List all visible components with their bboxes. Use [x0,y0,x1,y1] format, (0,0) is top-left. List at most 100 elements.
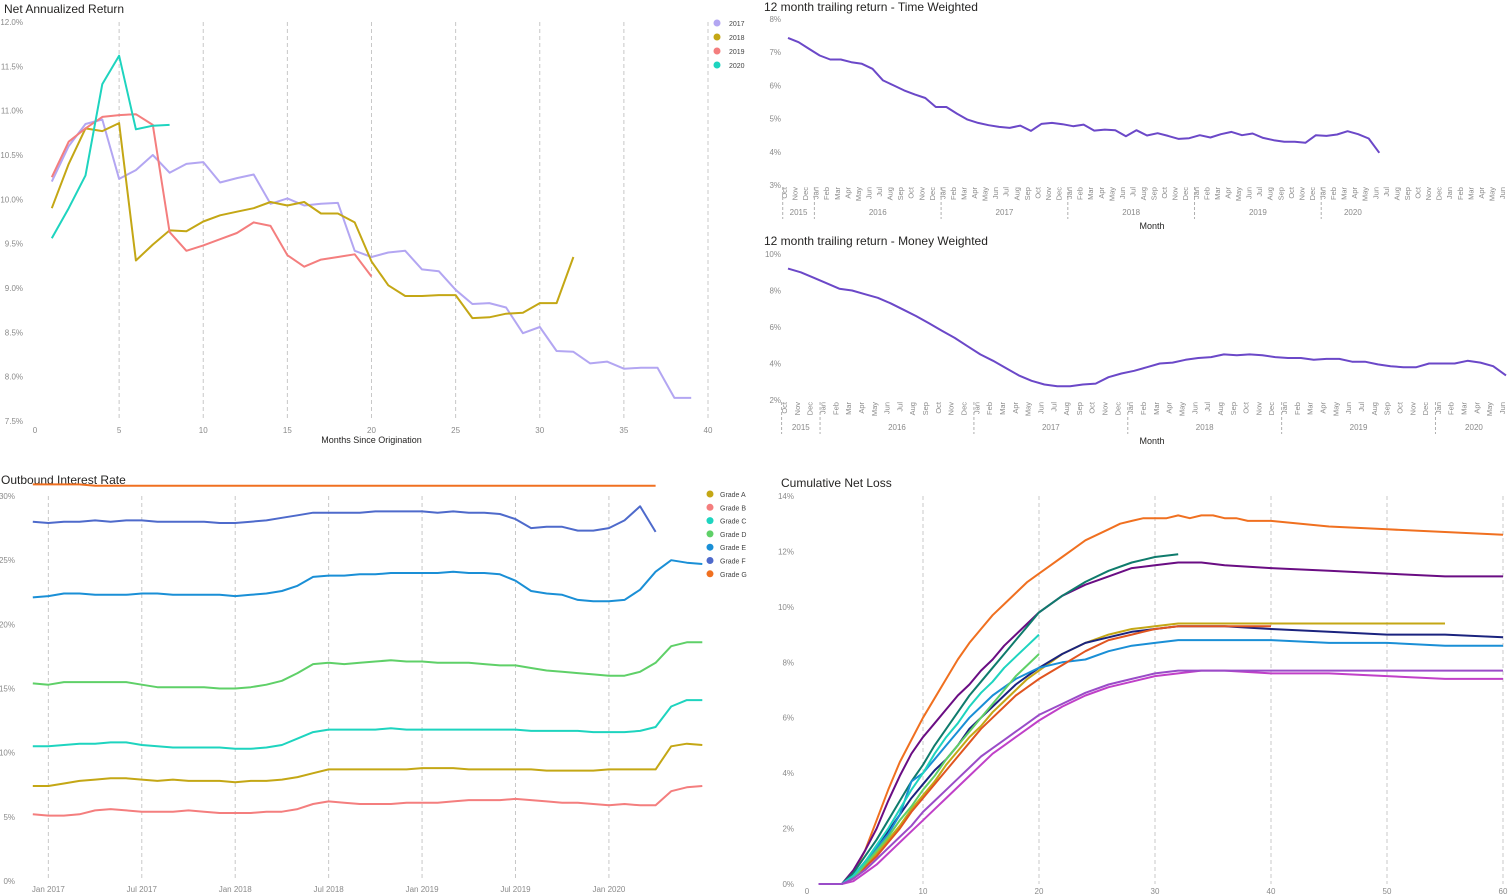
x-tick-label: Jan 2020 [592,885,625,894]
y-tick-label: 7% [769,48,781,57]
legend-label: Grade A [720,492,746,499]
month-tick-label: Oct [934,401,943,414]
money-weighted-panel: 12 month trailing return - Money Weighte… [760,234,1509,448]
legend-marker [706,490,714,498]
month-tick-label: Feb [822,187,831,200]
y-tick-label: 12% [778,547,794,556]
month-tick-label: Jul [1203,402,1212,412]
legend-marker [706,517,714,525]
month-tick-label: May [1024,402,1033,416]
month-tick-label: Oct [780,186,789,199]
month-tick-label: Aug [1139,187,1148,200]
legend-marker [706,570,714,578]
month-tick-label: Oct [1033,186,1042,199]
year-label: 2019 [1249,208,1267,217]
month-tick-label: Jan [1192,187,1201,199]
month-tick-label: Jun [883,402,892,414]
month-tick-label: Jul [1357,402,1366,412]
month-tick-label: Sep [1023,187,1032,200]
year-label: 2015 [790,208,808,217]
series-line-7 [818,653,1040,885]
month-tick-label: Dec [1421,402,1430,416]
month-tick-label: Jul [1049,402,1058,412]
month-tick-label: May [1331,402,1340,416]
y-tick-label: 6% [769,323,781,332]
year-label: 2020 [1465,423,1483,432]
month-tick-label: Jun [1498,187,1507,199]
month-tick-label: Jun [1190,402,1199,414]
cumulative-net-loss-title: Cumulative Net Loss [781,476,892,490]
month-tick-label: Aug [908,402,917,415]
money-weighted-title: 12 month trailing return - Money Weighte… [764,234,988,248]
year-label: 2015 [792,423,810,432]
month-tick-label: Feb [1329,187,1338,200]
month-tick-label: Mar [1213,187,1222,200]
legend-label-2018: 2018 [729,35,745,42]
outbound-interest-rate-title: Outbound Interest Rate [1,473,126,487]
legend-marker [706,557,714,564]
month-tick-label: Nov [1297,187,1306,201]
year-label: 2017 [1042,423,1060,432]
outbound-interest-rate-panel: Outbound Interest Rate 0% 5% 10% 15% 20% 25% 3… [0,472,760,895]
month-tick-label: Nov [917,187,926,201]
month-tick-label: Feb [1447,402,1456,415]
month-tick-label: Jul [895,402,904,412]
month-tick-label: Aug [886,187,895,200]
month-tick-label: Feb [1076,187,1085,200]
series-line-2020 [50,54,170,239]
month-tick-label: Sep [896,187,905,200]
month-tick-label: Aug [1216,402,1225,415]
month-tick-label: Feb [1456,187,1465,200]
month-tick-label: Dec [806,402,815,416]
y-tick-label: 14% [778,492,794,501]
y-tick-label: 4% [769,148,781,157]
month-tick-label: May [1177,402,1186,416]
y-tick-label: 10% [765,250,781,259]
month-tick-label: Jun [1371,187,1380,199]
time-weighted-panel: 12 month trailing return - Time Weighted… [760,0,1509,232]
x-tick-label: Jan 2019 [406,885,439,894]
x-tick-label: 0 [805,887,810,895]
series-line-10 [818,669,1503,885]
legend-label: Grade C [720,519,746,526]
month-tick-label: Jun [1118,187,1127,199]
year-label: 2017 [996,208,1014,217]
y-tick-label: 6% [769,81,781,90]
y-tick-label: 0% [3,877,15,886]
month-tick-label: Mar [960,187,969,200]
month-tick-label: Sep [1276,187,1285,200]
month-tick-label: Jan [812,187,821,199]
month-tick-label: Nov [791,187,800,201]
month-tick-label: Oct [1395,401,1404,414]
month-tick-label: Sep [1075,402,1084,415]
y-tick-label: 2% [769,396,781,405]
x-tick-label: 10 [919,887,928,895]
series-line-grade-c [32,699,703,750]
month-tick-label: Jan [1126,402,1135,414]
outbound-interest-rate-chart: 0% 5% 10% 15% 20% 25% 30% Jan 2017 Jul 2017 Jan 2… [0,483,747,894]
legend-marker [706,530,714,538]
month-tick-label: Jan [1065,187,1074,199]
year-label: 2019 [1350,423,1368,432]
month-tick-label: Dec [1267,402,1276,416]
y-tick-label: 10% [778,603,794,612]
x-axis-title: Months Since Origination [321,435,422,445]
x-tick-label: Jul 2019 [500,885,531,894]
month-tick-label: Jun [1036,402,1045,414]
month-tick-label: May [1361,187,1370,201]
month-tick-label: Oct [907,186,916,199]
month-tick-label: Apr [1477,186,1486,198]
month-tick-label: Oct [1088,401,1097,414]
y-tick-label: 6% [782,714,794,723]
y-tick-label: 11.5% [1,62,23,71]
month-tick-label: Jun [1498,402,1507,414]
y-tick-label: 5% [3,813,15,822]
series-line-grade-b [32,785,703,817]
month-tick-label: Jan [972,402,981,414]
series-line-2018 [50,122,575,320]
month-tick-label: Jan [818,402,827,414]
month-tick-label: Jun [1245,187,1254,199]
month-tick-label: Mar [1086,187,1095,200]
series-line-grade-a [32,742,703,787]
month-tick-label: Jul [1255,187,1264,197]
